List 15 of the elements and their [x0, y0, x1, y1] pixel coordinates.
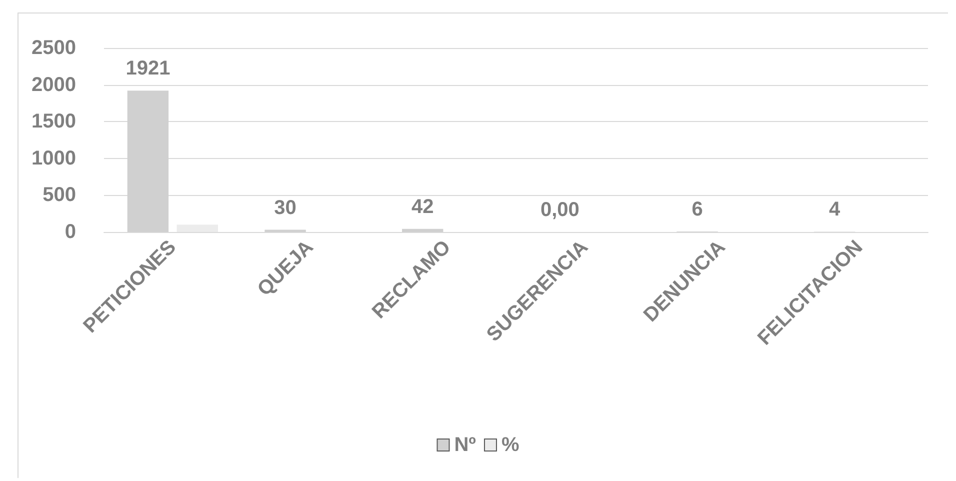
legend-label: Nº — [454, 434, 476, 456]
legend-label: % — [501, 434, 520, 456]
data-label: 42 — [411, 196, 434, 218]
y-tick-label: 0 — [64, 221, 76, 243]
y-tick-label: 1000 — [32, 147, 76, 170]
data-label: 1921 — [126, 58, 170, 80]
y-tick-label: 2000 — [32, 74, 76, 96]
data-label: 6 — [692, 198, 703, 221]
y-tick-label: 500 — [42, 184, 76, 206]
data-label: 0,00 — [540, 199, 580, 221]
bar — [176, 224, 218, 232]
y-tick-label: 2500 — [32, 37, 76, 59]
data-label: 30 — [274, 196, 296, 219]
y-tick-label: 1500 — [32, 110, 76, 133]
data-label: 4 — [829, 198, 842, 221]
